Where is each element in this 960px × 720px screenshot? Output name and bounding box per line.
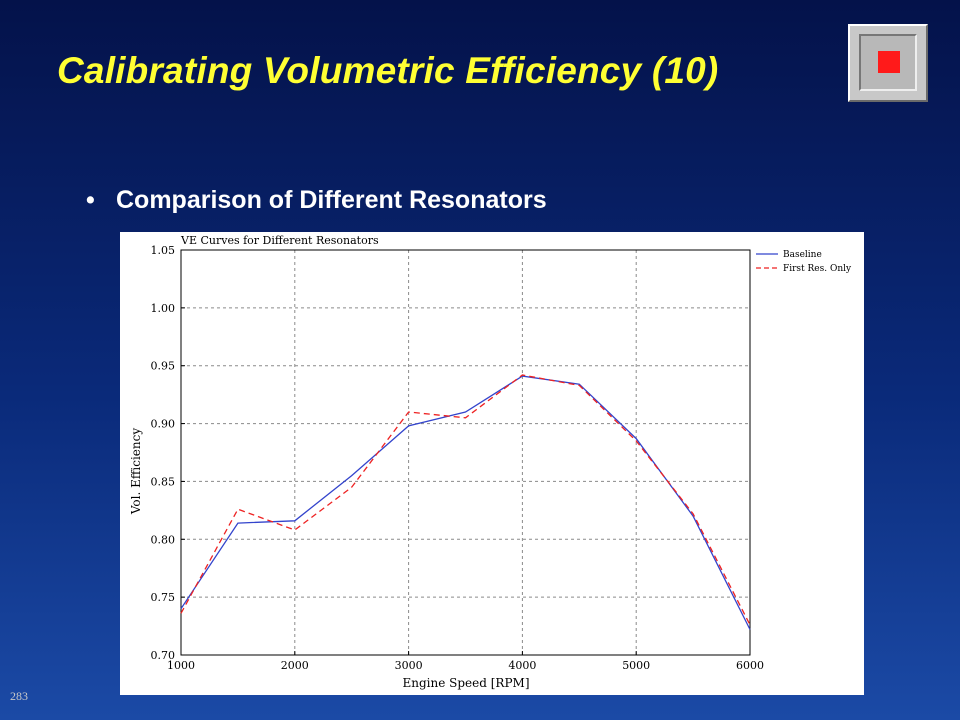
- x-tick-label: 1000: [167, 659, 195, 672]
- series-line-first-res-only: [180, 374, 751, 626]
- chart-title: VE Curves for Different Resonators: [180, 234, 379, 247]
- y-tick-label: 0.90: [151, 418, 176, 431]
- y-axis-label: Vol. Efficiency: [129, 428, 143, 515]
- slide-number: 283: [10, 689, 28, 703]
- stop-button-bevel: [859, 34, 917, 91]
- x-tick-label: 5000: [622, 659, 650, 672]
- x-tick-label: 6000: [736, 659, 764, 672]
- legend: Baseline First Res. Only: [756, 250, 852, 274]
- y-tick-label: 0.75: [151, 591, 176, 604]
- chart-panel: 0.70 0.75 0.80 0.85 0.90 0.95 1.00 1.05 1000 200…: [120, 232, 864, 695]
- y-tick-label: 1.00: [151, 302, 176, 315]
- series-line-baseline: [180, 375, 751, 630]
- x-tick-label: 3000: [395, 659, 423, 672]
- series-layer: [180, 374, 751, 630]
- y-tick-label: 0.95: [151, 360, 176, 373]
- bullet-marker: •: [86, 186, 95, 214]
- y-axis-ticks: 0.70 0.75 0.80 0.85 0.90 0.95 1.00 1.05: [151, 244, 185, 662]
- x-tick-label: 2000: [281, 659, 309, 672]
- x-tick-label: 4000: [508, 659, 536, 672]
- legend-label: First Res. Only: [783, 264, 852, 274]
- legend-label: Baseline: [783, 250, 822, 260]
- x-axis-ticks: 1000 2000 3000 4000 5000 6000: [167, 651, 764, 672]
- y-tick-label: 0.80: [151, 533, 176, 546]
- bullet-text: Comparison of Different Resonators: [116, 186, 547, 214]
- grid-layer: [181, 250, 750, 655]
- y-tick-label: 0.85: [151, 475, 176, 488]
- stop-button[interactable]: [848, 24, 928, 102]
- plot-area-frame: [180, 249, 751, 656]
- bullet-item: • Comparison of Different Resonators: [86, 186, 547, 215]
- y-tick-label: 1.05: [151, 244, 176, 257]
- x-axis-label: Engine Speed [RPM]: [402, 676, 529, 690]
- stop-square-icon: [878, 51, 900, 73]
- y-tick-label: 0.70: [151, 649, 176, 662]
- ve-line-chart: 0.70 0.75 0.80 0.85 0.90 0.95 1.00 1.05 1000 200…: [129, 234, 852, 690]
- slide-title: Calibrating Volumetric Efficiency (10): [57, 50, 719, 91]
